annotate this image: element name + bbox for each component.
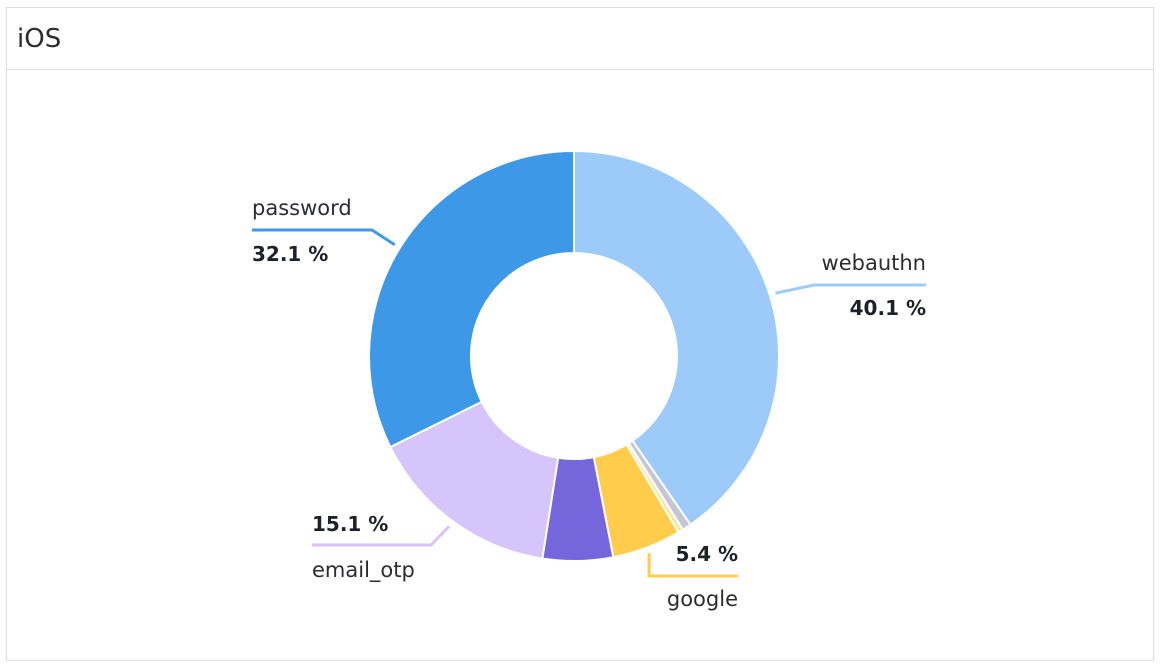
- leader-line-email-otp: [312, 525, 451, 547]
- label-pct-email-otp: 15.1 %: [312, 512, 388, 536]
- label-name-email-otp: email_otp: [312, 558, 415, 583]
- label-name-password: password: [252, 196, 352, 220]
- label-name-google: google: [667, 587, 738, 611]
- leader-line-google: [647, 553, 738, 578]
- leader-line-password: [252, 228, 396, 247]
- panel-header: iOS: [7, 8, 1153, 70]
- leader-line-webauthn: [775, 283, 926, 295]
- slice-password[interactable]: [368, 149, 575, 449]
- panel-title: iOS: [17, 23, 62, 54]
- label-name-webauthn: webauthn: [822, 251, 926, 275]
- label-pct-password: 32.1 %: [252, 242, 328, 266]
- label-pct-webauthn: 40.1 %: [850, 296, 926, 320]
- label-pct-google: 5.4 %: [676, 542, 738, 566]
- slice-email-otp[interactable]: [388, 400, 560, 560]
- slice-webauthn[interactable]: [573, 149, 780, 527]
